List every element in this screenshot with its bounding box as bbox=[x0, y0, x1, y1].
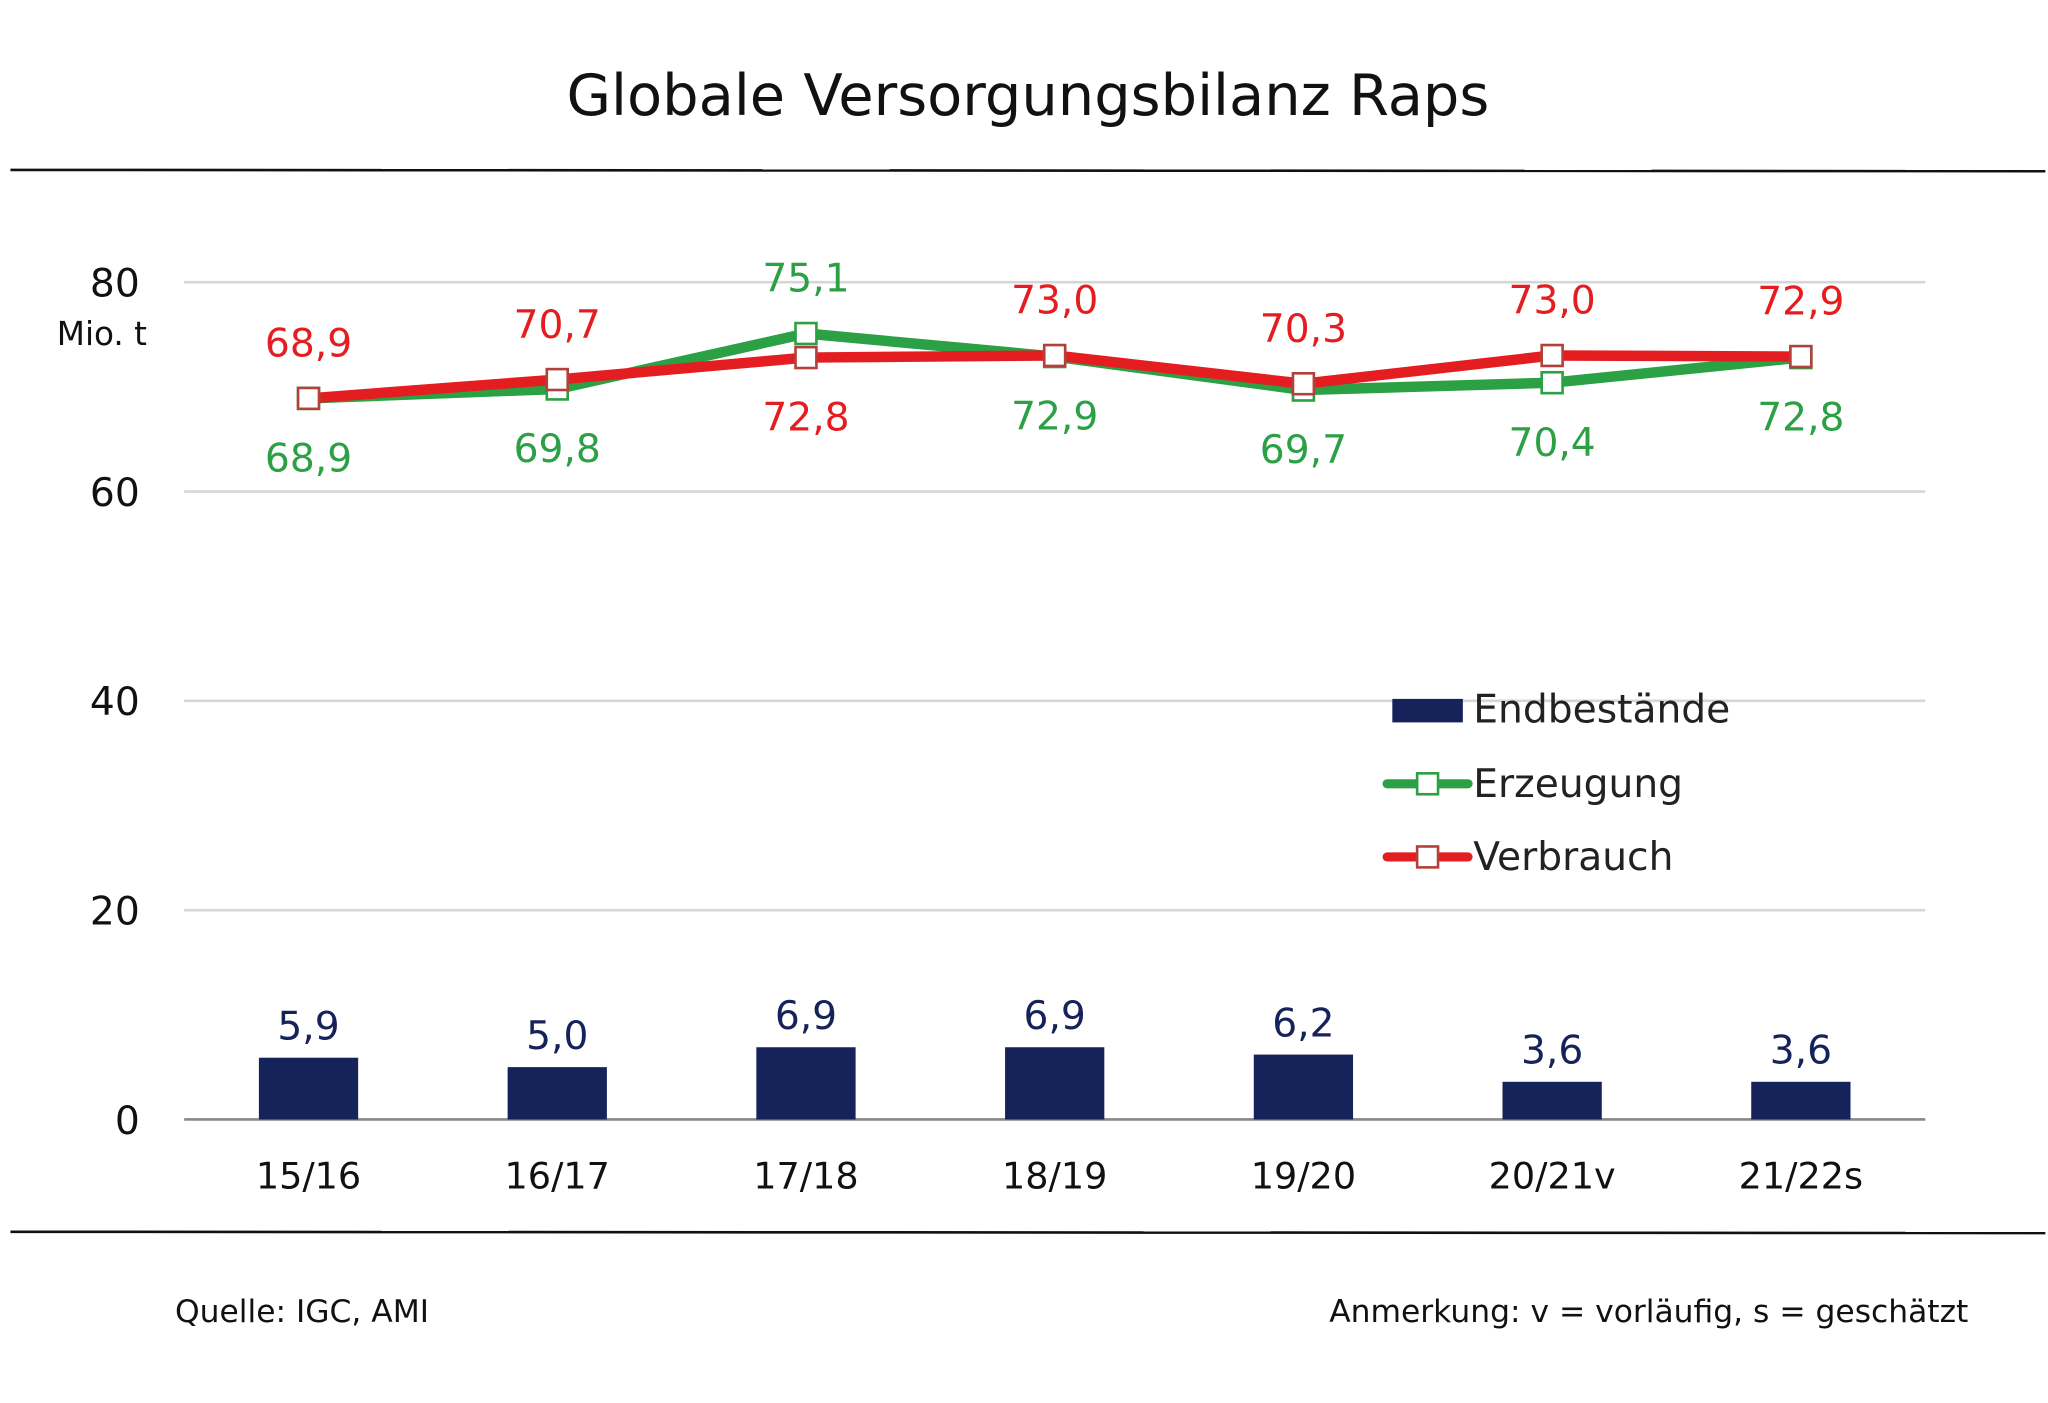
bar-endbestaende bbox=[258, 1057, 359, 1120]
chart-title: Globale Versorgungsbilanz Raps bbox=[567, 62, 1490, 129]
line-data-label: 72,8 bbox=[762, 396, 849, 441]
marker-verbrauch bbox=[794, 345, 818, 370]
bar-data-label: 6,2 bbox=[1272, 1001, 1334, 1046]
line-data-label: 70,7 bbox=[514, 303, 601, 348]
line-data-label: 72,8 bbox=[1757, 396, 1844, 441]
marker-verbrauch bbox=[1291, 371, 1316, 396]
x-tick-label: 17/18 bbox=[753, 1155, 858, 1198]
bar-data-label: 6,9 bbox=[775, 994, 837, 1039]
marker-erzeugung bbox=[794, 321, 818, 346]
bottom-divider bbox=[10, 1230, 2046, 1235]
marker-verbrauch bbox=[545, 367, 570, 392]
legend-marker-verbrauch bbox=[1415, 845, 1440, 869]
bar-endbestaende bbox=[756, 1047, 856, 1120]
bar-data-label: 5,9 bbox=[277, 1004, 339, 1049]
legend-label-erzeugung: Erzeugung bbox=[1473, 762, 1683, 807]
line-data-label: 70,4 bbox=[1509, 421, 1596, 466]
line-data-label: 69,7 bbox=[1260, 428, 1347, 473]
source-note: Quelle: IGC, AMI bbox=[175, 1294, 429, 1330]
x-tick-label: 18/19 bbox=[1002, 1155, 1107, 1198]
marker-verbrauch bbox=[1789, 344, 1813, 369]
line-data-label: 72,9 bbox=[1011, 395, 1098, 440]
legend: Endbestände Erzeugung Verbrauch bbox=[1382, 687, 1730, 880]
line-data-label: 75,1 bbox=[762, 257, 849, 302]
y-tick-label: 0 bbox=[115, 1099, 140, 1144]
line-data-label: 73,0 bbox=[1509, 279, 1596, 324]
bar-endbestaende bbox=[507, 1067, 607, 1120]
line-data-label: 68,9 bbox=[265, 437, 352, 482]
line-data-label: 73,0 bbox=[1011, 279, 1098, 324]
legend-label-verbrauch: Verbrauch bbox=[1473, 835, 1673, 880]
marker-verbrauch bbox=[1042, 343, 1067, 368]
line-data-label: 70,3 bbox=[1260, 307, 1347, 352]
bar-endbestaende bbox=[1005, 1047, 1105, 1120]
top-divider bbox=[10, 168, 2046, 173]
x-tick-label: 16/17 bbox=[505, 1155, 610, 1198]
legend-swatch-endbestaende bbox=[1392, 698, 1463, 723]
legend-label-endbestaende: Endbestände bbox=[1473, 687, 1730, 732]
marker-verbrauch bbox=[1540, 343, 1564, 368]
y-axis-unit: Mio. t bbox=[57, 315, 147, 353]
annotation-note: Anmerkung: v = vorläufig, s = geschätzt bbox=[1329, 1294, 1968, 1330]
line-data-label: 72,9 bbox=[1757, 280, 1844, 325]
bar-endbestaende bbox=[1751, 1081, 1851, 1120]
marker-erzeugung bbox=[1540, 370, 1564, 395]
bar-data-label: 3,6 bbox=[1521, 1028, 1583, 1073]
line-data-label: 68,9 bbox=[265, 322, 352, 367]
marker-verbrauch bbox=[296, 386, 321, 411]
x-tick-label: 19/20 bbox=[1251, 1155, 1356, 1198]
line-data-label: 69,8 bbox=[514, 427, 601, 472]
bar-data-label: 6,9 bbox=[1024, 994, 1086, 1039]
x-tick-label: 21/22s bbox=[1739, 1155, 1863, 1198]
x-tick-label: 20/21v bbox=[1489, 1155, 1616, 1198]
y-tick-label: 40 bbox=[90, 680, 140, 725]
y-tick-label: 20 bbox=[90, 890, 140, 935]
legend-marker-erzeugung bbox=[1415, 772, 1440, 796]
y-tick-label: 60 bbox=[90, 471, 140, 516]
bar-data-label: 3,6 bbox=[1770, 1028, 1832, 1073]
x-tick-label: 15/16 bbox=[256, 1155, 361, 1198]
bar-endbestaende bbox=[1253, 1054, 1354, 1120]
bar-endbestaende bbox=[1502, 1081, 1602, 1120]
bar-data-label: 5,0 bbox=[526, 1014, 588, 1059]
y-tick-label: 80 bbox=[90, 262, 140, 307]
